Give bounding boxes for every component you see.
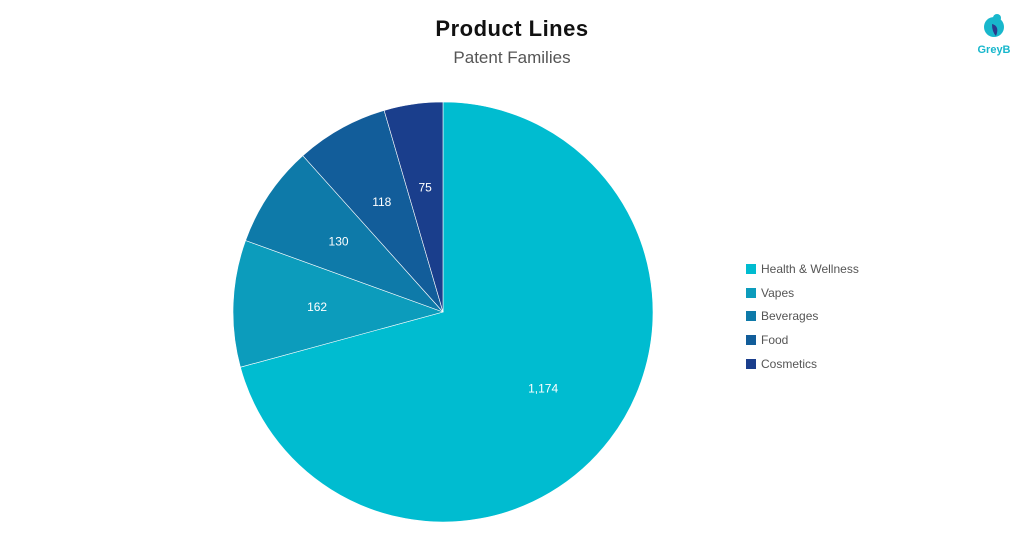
legend-label: Food xyxy=(761,332,789,347)
pie-slice-cosmetics[interactable] xyxy=(383,101,444,313)
legend-swatch xyxy=(746,287,756,298)
logo-icon xyxy=(984,14,1004,37)
pie-slice-beverages[interactable] xyxy=(245,155,444,313)
pie-data-label: 1,174 xyxy=(528,381,558,395)
legend-item[interactable]: Cosmetics xyxy=(746,352,859,376)
legend-item[interactable]: Health & Wellness xyxy=(746,257,859,281)
greyb-logo: GreyB xyxy=(972,10,1016,66)
legend-swatch xyxy=(746,334,756,345)
pie-data-label: 130 xyxy=(329,235,349,249)
legend-swatch xyxy=(746,263,756,274)
chart-subtitle: Patent Families xyxy=(453,48,571,67)
pie-data-label: 75 xyxy=(418,180,432,194)
legend-swatch xyxy=(746,358,756,369)
legend-item[interactable]: Food xyxy=(746,328,859,352)
pie-slice-vapes[interactable] xyxy=(232,240,444,368)
legend-label: Vapes xyxy=(761,285,795,300)
legend-label: Beverages xyxy=(761,309,819,324)
legend-label: Cosmetics xyxy=(761,356,818,371)
chart-title: Product Lines xyxy=(435,16,589,41)
logo-text: GreyB xyxy=(977,44,1011,56)
legend-swatch xyxy=(746,311,756,322)
legend-item[interactable]: Beverages xyxy=(746,304,859,328)
legend-item[interactable]: Vapes xyxy=(746,281,859,305)
pie-data-label: 118 xyxy=(372,195,391,209)
pie-data-label: 162 xyxy=(307,300,327,314)
chart-legend: Health & Wellness Vapes Beverages Food Cosme… xyxy=(746,257,859,375)
legend-label: Health & Wellness xyxy=(761,261,859,276)
pie-slice-health-wellness[interactable] xyxy=(240,101,654,523)
